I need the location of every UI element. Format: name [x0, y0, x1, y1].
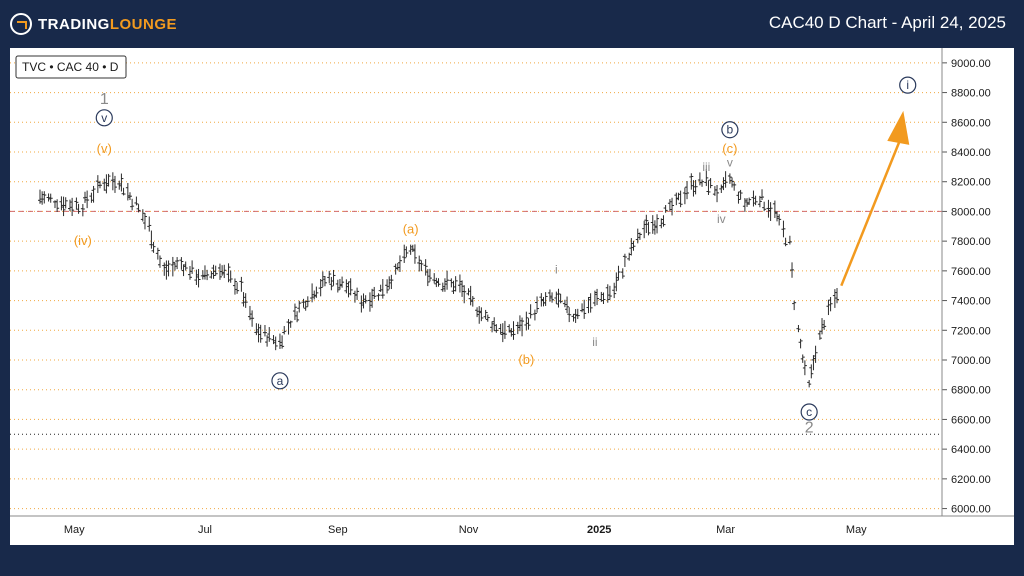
logo-text-left: TRADING [38, 15, 110, 33]
wave-label-circle [800, 403, 818, 421]
y-tick-label: 8600.00 [951, 117, 991, 129]
projection-arrow-head [887, 110, 910, 145]
wave-label: (b) [518, 352, 534, 367]
wave-label: ii [592, 335, 597, 349]
y-tick-label: 7600.00 [951, 266, 991, 278]
y-tick-label: 7400.00 [951, 296, 991, 308]
wave-label: b [727, 123, 734, 137]
y-tick-label: 8200.00 [951, 177, 991, 189]
x-tick-label: Jul [198, 524, 212, 536]
y-tick-label: 6600.00 [951, 414, 991, 426]
wave-label-circle [721, 121, 739, 139]
x-tick-label: Mar [716, 524, 735, 536]
y-tick-label: 7000.00 [951, 355, 991, 367]
chart-frame: 6000.00 6200.00 6400.00 6600.00 6800.00 7000.… [10, 48, 1014, 545]
y-tick-label: 8400.00 [951, 147, 991, 159]
wave-label: 2 [805, 419, 814, 436]
wave-label: i [906, 78, 909, 92]
wave-label-circle [899, 76, 917, 94]
y-tick-label: 7800.00 [951, 236, 991, 248]
wave-label: iii [702, 160, 710, 174]
wave-label: c [806, 405, 812, 419]
symbol-label-border [15, 55, 127, 79]
wave-label: (v) [97, 141, 112, 156]
y-tick-label: 6200.00 [951, 474, 991, 486]
x-tick-label: Nov [459, 524, 479, 536]
y-tick-label: 9000.00 [951, 58, 991, 70]
price-chart[interactable]: 6000.00 6200.00 6400.00 6600.00 6800.00 7000.… [10, 48, 1014, 545]
wave-label: 1 [100, 91, 109, 108]
logo-text-right: LOUNGE [109, 15, 177, 33]
x-tick-label: Sep [328, 524, 348, 536]
y-tick-label: 8000.00 [951, 206, 991, 218]
y-tick-label: 6400.00 [951, 444, 991, 456]
wave-label: v [101, 111, 107, 125]
price-bars [37, 168, 840, 388]
y-tick-label: 7200.00 [951, 325, 991, 337]
header-bar: TRADINGLOUNGE CAC40 D Chart - April 24, … [0, 0, 1024, 46]
x-tick-label: 2025 [587, 524, 611, 536]
chart-title: CAC40 D Chart - April 24, 2025 [768, 13, 1006, 32]
y-tick-label: 8800.00 [951, 88, 991, 100]
wave-label-circle [95, 109, 113, 127]
tradinglounge-logo: TRADINGLOUNGE [10, 12, 177, 36]
wave-label: a [277, 374, 284, 388]
symbol-label-box: TVC • CAC 40 • D [15, 55, 127, 79]
symbol-label: TVC • CAC 40 • D [22, 60, 119, 74]
wave-label: v [727, 155, 733, 169]
projection-arrow-line [840, 136, 903, 287]
wave-label: (c) [722, 141, 737, 156]
logo-text: TRADINGLOUNGE [38, 16, 177, 33]
y-tick-label: 6000.00 [951, 504, 991, 516]
wave-label-circle [271, 372, 289, 390]
logo-icon [10, 13, 32, 35]
wave-label: i [555, 262, 558, 276]
x-tick-label: May [846, 524, 867, 536]
wave-label: iv [717, 212, 726, 226]
wave-label: (iv) [74, 233, 92, 248]
wave-label: (a) [403, 221, 419, 236]
x-tick-label: May [64, 524, 85, 536]
y-tick-label: 6800.00 [951, 385, 991, 397]
